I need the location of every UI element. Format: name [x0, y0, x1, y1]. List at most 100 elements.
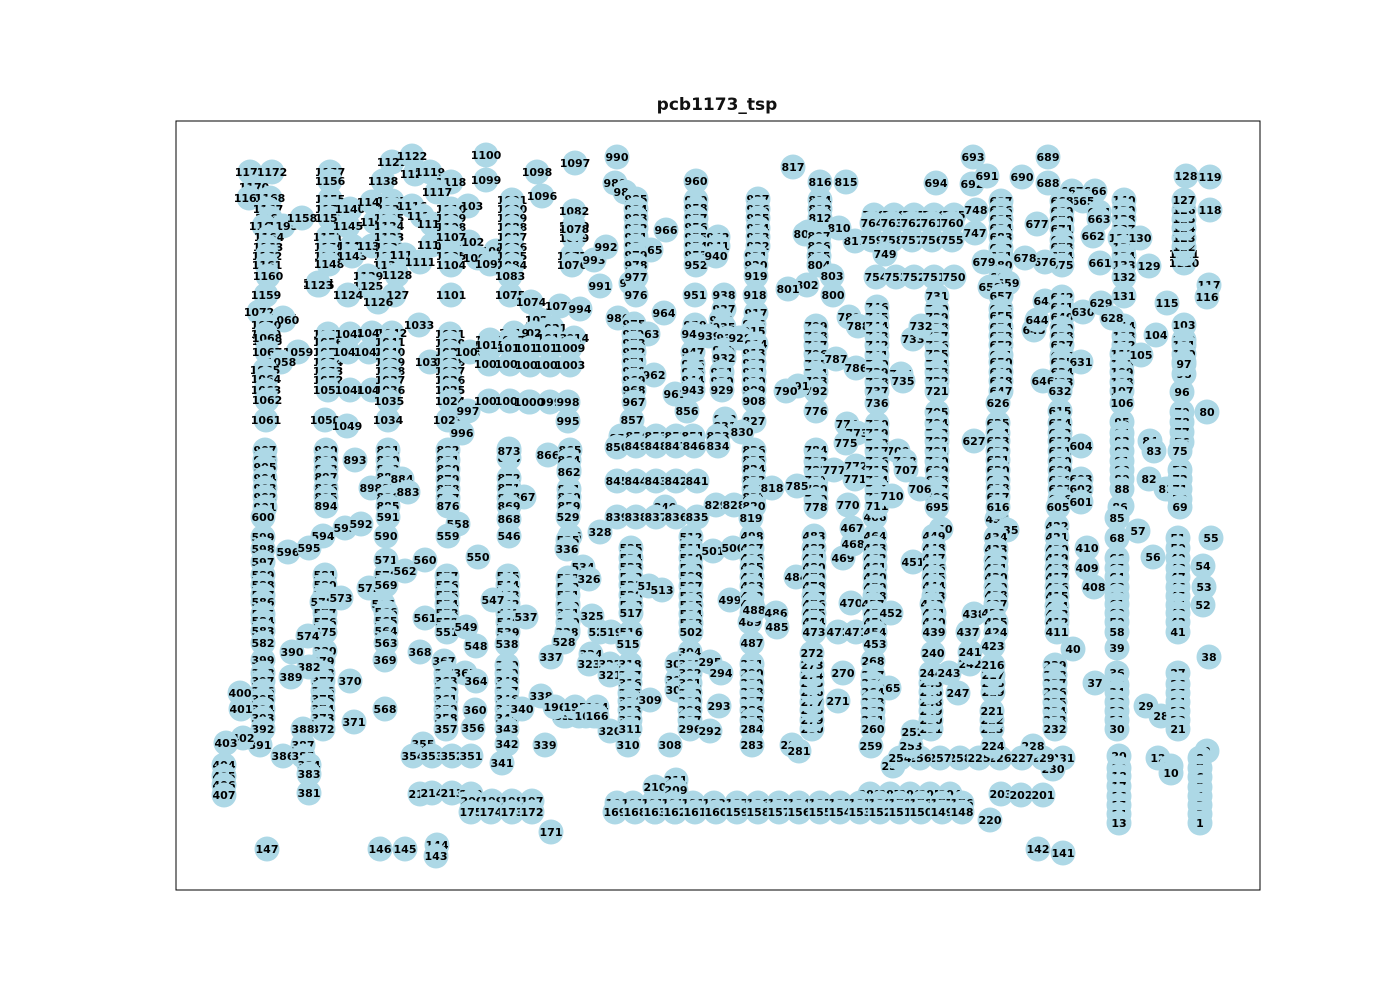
node-389: 389 [278, 664, 304, 690]
node-label: 689 [1037, 151, 1060, 164]
node-38: 38 [1196, 644, 1222, 670]
node-771: 771 [842, 466, 868, 492]
node-label: 951 [684, 289, 707, 302]
node-749: 749 [872, 241, 898, 267]
node-label: 240 [922, 647, 945, 660]
node-990: 990 [604, 144, 630, 170]
node-690: 690 [1009, 164, 1035, 190]
node-1111: 1111 [405, 249, 436, 275]
node-1158: 1158 [287, 205, 318, 231]
node-label: 141 [1052, 847, 1075, 860]
node-548: 548 [463, 633, 489, 659]
node-label: 30 [1109, 723, 1125, 736]
node-label: 678 [1014, 252, 1037, 265]
node-label: 819 [740, 512, 763, 525]
node-label: 998 [557, 396, 580, 409]
node-69: 69 [1167, 494, 1193, 520]
node-119: 119 [1197, 164, 1223, 190]
node-339: 339 [532, 732, 558, 758]
node-label: 573 [330, 592, 353, 605]
node-310: 310 [615, 732, 641, 758]
node-label: 56 [1145, 551, 1161, 564]
node-circle [529, 183, 555, 209]
node-label: 408 [1083, 581, 1106, 594]
node-801: 801 [775, 276, 801, 302]
node-label: 537 [515, 611, 538, 624]
node-1128: 1128 [382, 262, 412, 288]
node-145: 145 [392, 836, 418, 862]
node-label: 750 [943, 271, 966, 284]
node-559: 559 [435, 523, 461, 549]
node-label: 616 [987, 501, 1010, 514]
node-label: 785 [786, 480, 809, 493]
node-label: 590 [375, 530, 398, 543]
node-circle [438, 252, 464, 278]
node-294: 294 [708, 660, 734, 686]
node-label: 803 [821, 270, 844, 283]
node-115: 115 [1154, 290, 1180, 316]
node-label: 710 [881, 490, 904, 503]
node-label: 381 [298, 787, 321, 800]
node-label: 119 [1199, 171, 1222, 184]
node-785: 785 [784, 473, 810, 499]
node-1138: 1138 [368, 168, 398, 194]
node-label: 310 [617, 739, 640, 752]
node-408: 408 [1081, 574, 1107, 600]
node-616: 616 [985, 494, 1011, 520]
node-label: 513 [651, 584, 674, 597]
node-circle [384, 262, 410, 288]
node-label: 1158 [287, 212, 318, 225]
node-601: 601 [1068, 489, 1094, 515]
node-label: 605 [1047, 501, 1070, 514]
node-308: 308 [657, 732, 683, 758]
node-circle [593, 234, 619, 260]
node-label: 115 [1156, 297, 1179, 310]
node-604: 604 [1068, 433, 1094, 459]
node-label: 662 [1082, 230, 1105, 243]
node-1096: 1096 [527, 183, 558, 209]
node-label: 918 [744, 289, 767, 302]
node-1140: 1140 [335, 196, 366, 222]
node-label: 943 [682, 384, 705, 397]
node-label: 292 [699, 725, 722, 738]
node-775: 775 [833, 430, 859, 456]
node-818: 818 [759, 475, 785, 501]
chart-title: pcb1173_tsp [656, 95, 778, 115]
node-1046: 1046 [335, 377, 366, 403]
node-circle [407, 249, 433, 275]
node-label: 326 [578, 573, 601, 586]
node-label: 323 [578, 658, 601, 671]
node-627: 627 [961, 428, 987, 454]
node-label: 770 [837, 499, 860, 512]
node-143: 143 [423, 843, 449, 869]
node-893: 893 [342, 447, 368, 473]
node-label: 41 [1170, 626, 1185, 639]
node-label: 661 [1089, 257, 1112, 270]
node-964: 964 [651, 300, 677, 326]
node-label: 85 [1109, 512, 1124, 525]
node-label: 628 [1101, 312, 1124, 325]
node-label: 452 [880, 607, 903, 620]
node-label: 232 [1044, 723, 1067, 736]
node-circle [259, 159, 285, 185]
node-label: 118 [1199, 204, 1222, 217]
node-label: 1111 [405, 256, 436, 269]
node-label: 1119 [415, 166, 446, 179]
node-label: 1034 [373, 414, 404, 427]
node-label: 166 [586, 710, 609, 723]
node-995: 995 [555, 408, 581, 434]
node-label: 908 [743, 395, 766, 408]
node-label: 691 [976, 170, 999, 183]
node-817: 817 [780, 154, 806, 180]
node-706: 706 [907, 476, 933, 502]
node-circle [497, 263, 523, 289]
node-940: 940 [703, 243, 729, 269]
node-595: 595 [296, 535, 322, 561]
node-label: 677 [1026, 218, 1049, 231]
node-circle [335, 339, 361, 365]
node-label: 40 [1065, 643, 1081, 656]
node-label: 104 [1145, 329, 1168, 342]
node-55: 55 [1198, 525, 1224, 551]
node-label: 116 [1196, 291, 1219, 304]
node-label: 559 [437, 530, 460, 543]
